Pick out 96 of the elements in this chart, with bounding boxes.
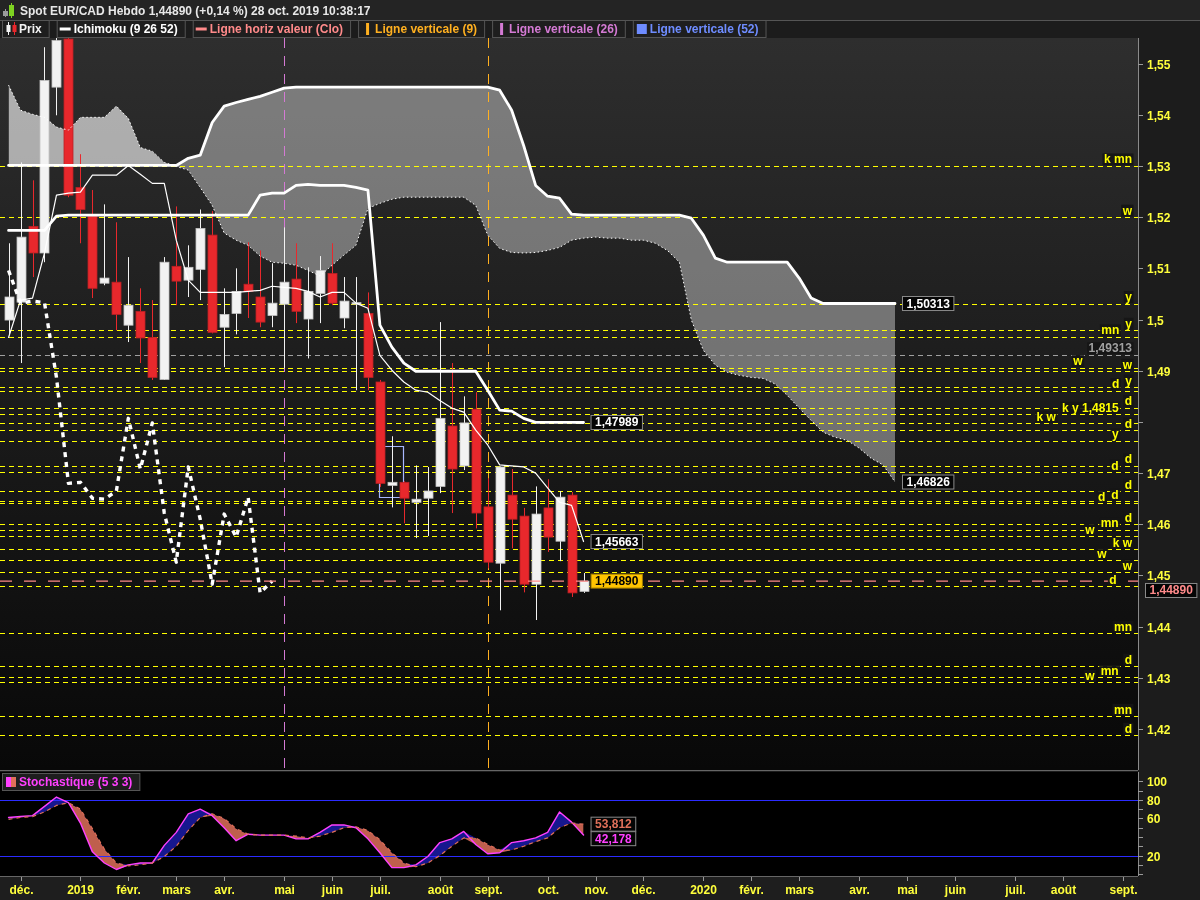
ref-line-label: 1,49313 <box>1088 341 1133 356</box>
annotation: 1,47989 <box>595 415 639 430</box>
ref-line-label: d <box>1124 652 1132 667</box>
text: Ligne horiz valeur (Clo) <box>209 22 344 36</box>
y-tick-label: 1,46 <box>1147 517 1171 532</box>
x-tick-label: déc. <box>9 883 34 897</box>
candlestick <box>243 241 254 319</box>
ref-line-label: k mn <box>1103 152 1132 167</box>
x-tick-label: juil. <box>369 883 391 897</box>
ref-line-label: w <box>1121 357 1133 372</box>
y-tick-label: 100 <box>1147 774 1168 789</box>
y-tick-label: 20 <box>1147 849 1161 864</box>
y-tick-label: 1,53 <box>1147 159 1171 174</box>
x-tick-label: févr. <box>739 883 764 897</box>
ref-line-label: w <box>1084 668 1096 683</box>
ref-line-label: w <box>1121 203 1133 218</box>
x-tick-label: 2020 <box>690 883 718 897</box>
text: Ichimoku (9 26 52) <box>73 22 178 36</box>
ref-line-label: d <box>1124 510 1132 525</box>
candlestick <box>171 205 182 306</box>
chart-title: Spot EUR/CAD Hebdo 1,44890 (+0,14 %) 28 oct. 2019 10:38:17 <box>20 3 371 18</box>
y-tick-label: 1,52 <box>1147 210 1171 225</box>
ref-line-label: mn <box>1114 702 1132 717</box>
annotation: 1,50313 <box>906 296 951 311</box>
x-tick-label: avr. <box>849 883 870 897</box>
annotation: 1,44890 <box>595 574 639 589</box>
annotation: 53,812 <box>595 817 633 832</box>
y-tick-label: 1,43 <box>1147 671 1171 686</box>
x-tick-label: mai <box>897 883 918 897</box>
annotation: 1,46826 <box>906 475 951 490</box>
candlestick <box>123 256 134 343</box>
ref-line-label: w <box>1072 354 1084 369</box>
ref-line-label: y <box>1111 427 1119 442</box>
text: Ligne verticale (52) <box>649 22 759 36</box>
x-tick-label: juin <box>320 883 344 897</box>
ref-line-label: w <box>1121 558 1133 573</box>
annotation: 1,45663 <box>595 534 639 549</box>
annotation: 42,178 <box>595 831 633 846</box>
x-tick-label: août <box>1050 883 1077 897</box>
candlestick <box>423 466 434 537</box>
x-tick-label: août <box>427 883 454 897</box>
x-tick-label: sept. <box>1109 883 1138 897</box>
candlestick <box>387 435 398 508</box>
x-tick-label: 2019 <box>67 883 95 897</box>
ref-line-label: mn <box>1100 663 1119 678</box>
y-tick-label: 1,55 <box>1147 57 1171 72</box>
ref-line-label: mn <box>1101 323 1120 338</box>
y-tick-label: 1,45 <box>1147 568 1171 583</box>
ref-line-label: d <box>1111 377 1120 392</box>
y-tick-label: 1,47 <box>1147 466 1171 481</box>
ref-line-label: k w <box>1112 535 1133 550</box>
x-tick-label: déc. <box>631 883 656 897</box>
x-tick-label: sept. <box>474 883 503 897</box>
x-tick-label: nov. <box>584 883 609 897</box>
ref-line-label: d <box>1124 452 1132 467</box>
y-tick-label: 1,42 <box>1147 722 1171 737</box>
candlestick <box>579 572 590 594</box>
ref-line-label: Ligne verticale (9) <box>375 22 478 36</box>
ref-line-label: y <box>1125 290 1133 305</box>
ref-line-label: d <box>1109 572 1117 587</box>
candlestick <box>411 464 422 539</box>
x-tick-label: juil. <box>1004 883 1026 897</box>
y-tick-label: 60 <box>1147 811 1161 826</box>
legend-label: Stochastique (5 3 3) <box>19 775 133 789</box>
y-tick-label: 1,5 <box>1147 313 1165 328</box>
ref-line-label: d <box>1124 416 1132 431</box>
ref-line-label: d <box>1124 721 1132 736</box>
ref-line-label: w <box>1096 546 1108 561</box>
x-tick-label: mars <box>162 883 192 897</box>
ref-line-label: mn <box>1100 516 1119 531</box>
x-tick-label: avr. <box>214 883 235 897</box>
ref-line-label: d <box>1098 489 1106 504</box>
y-tick-label: 1,54 <box>1147 108 1171 123</box>
candlestick <box>231 267 242 335</box>
x-tick-label: mars <box>785 883 815 897</box>
y-tick-label: 80 <box>1147 793 1161 808</box>
ref-line-label: Ligne verticale (26) <box>509 22 618 36</box>
x-tick-label: oct. <box>537 883 560 897</box>
annotation: 1,44890 <box>1149 583 1194 598</box>
ref-line-label: w <box>1084 522 1096 537</box>
ref-line-label: d <box>1111 458 1119 473</box>
ref-line-label: k w <box>1036 409 1057 424</box>
x-tick-label: févr. <box>116 883 141 897</box>
y-tick-label: 1,44 <box>1147 620 1171 635</box>
candlestick <box>99 203 110 286</box>
ref-line-label: d <box>1124 477 1132 492</box>
x-tick-label: mai <box>274 883 295 897</box>
y-tick-label: 1,51 <box>1147 261 1171 276</box>
ref-line-label: d <box>1124 394 1132 409</box>
y-tick-label: 1,49 <box>1147 364 1171 379</box>
ref-line-label: d <box>1111 487 1119 502</box>
x-tick-label: juin <box>943 883 967 897</box>
series-label: Prix <box>19 22 43 36</box>
candlestick <box>219 287 230 368</box>
ref-line-label: mn <box>1114 619 1132 634</box>
candlestick <box>399 480 410 524</box>
